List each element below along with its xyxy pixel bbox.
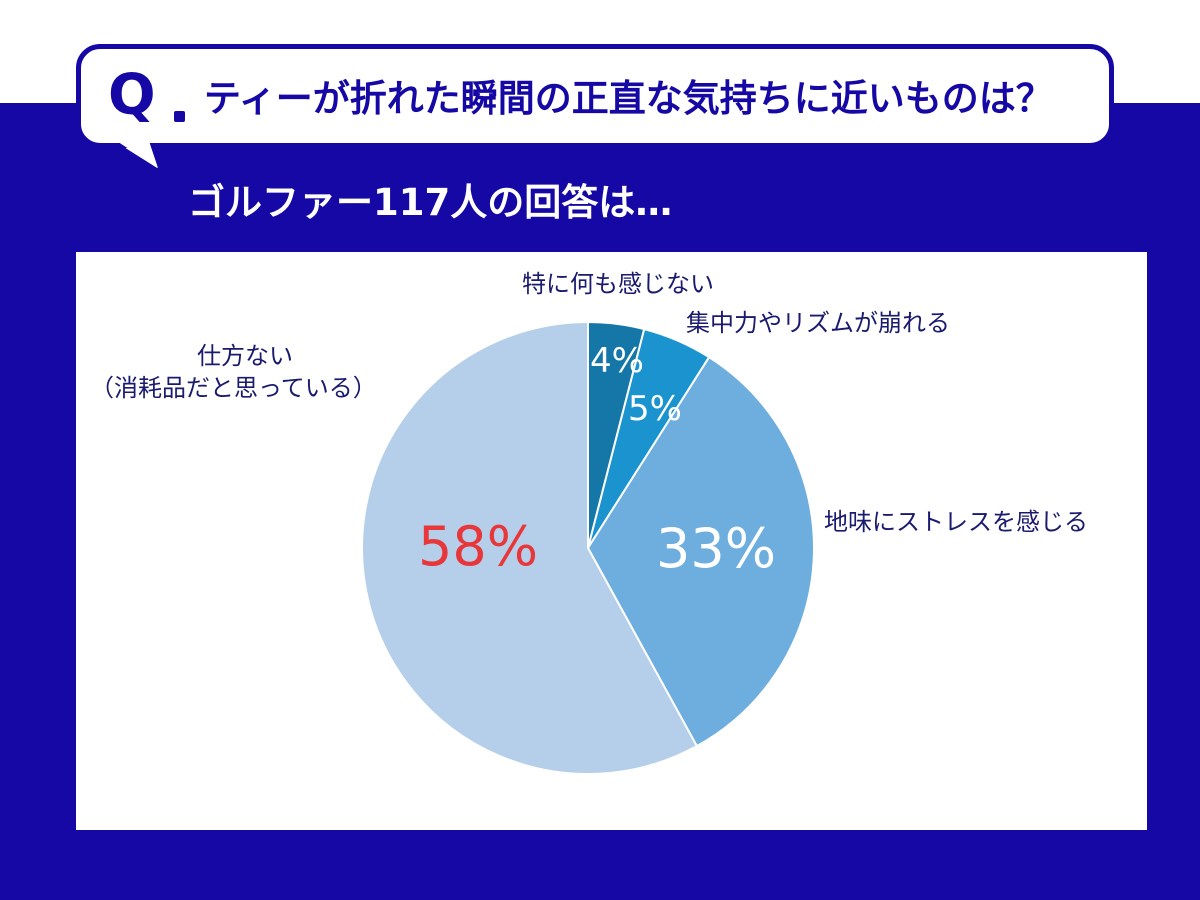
- slice-label-stress: 地味にストレスを感じる: [824, 508, 1088, 536]
- q-label: Q: [108, 63, 156, 128]
- slice-label-nothing: 特に何も感じない: [522, 270, 714, 298]
- slice-value-nothing: 4%: [590, 341, 644, 381]
- slice-label-rhythm: 集中力やリズムが崩れる: [686, 309, 950, 337]
- slice-label-consumable-line1: 仕方ない: [197, 342, 293, 370]
- q-dot: [174, 111, 185, 122]
- question-text: ティーが折れた瞬間の正直な気持ちに近いものは？: [204, 77, 1053, 120]
- pie-chart: [361, 320, 815, 775]
- slice-value-consumable: 58%: [418, 515, 539, 578]
- chart-panel: 特に何も感じない 集中力やリズムが崩れる 地味にストレスを感じる 仕方ない （消…: [76, 252, 1147, 830]
- slice-value-rhythm: 5%: [628, 389, 682, 429]
- question-bubble: [76, 44, 1114, 148]
- slice-value-stress: 33%: [656, 517, 777, 580]
- slice-label-consumable-line2: （消耗品だと思っている）: [90, 374, 377, 402]
- slice-consumable: [361, 320, 699, 775]
- respondents-subtitle: ゴルファー117人の回答は…: [188, 181, 673, 224]
